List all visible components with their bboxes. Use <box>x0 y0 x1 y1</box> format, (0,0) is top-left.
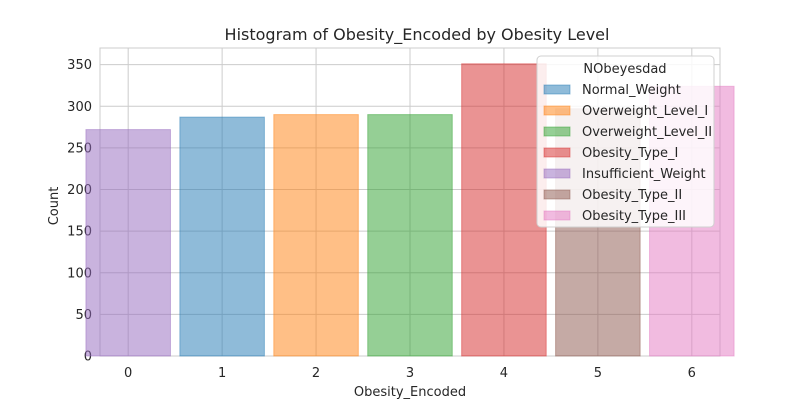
legend-swatch <box>543 84 571 95</box>
histogram-bar <box>179 116 265 357</box>
y-tick-label: 0 <box>84 350 92 365</box>
chart-title: Histogram of Obesity_Encoded by Obesity … <box>225 25 610 45</box>
x-tick-label: 3 <box>406 366 414 381</box>
histogram-bar <box>273 114 359 357</box>
x-tick-label: 4 <box>500 366 508 381</box>
legend-swatch <box>543 210 571 221</box>
legend-label: Obesity_Type_III <box>582 209 686 224</box>
legend-label: Insufficient_Weight <box>582 167 706 182</box>
y-tick-label: 300 <box>67 100 92 115</box>
y-tick-label: 250 <box>67 141 92 156</box>
legend: NObeyesdad Normal_Weight Overweight_Level… <box>536 55 715 228</box>
y-axis-label: Count <box>47 187 62 226</box>
legend-label: Obesity_Type_I <box>582 146 678 161</box>
legend-swatch <box>543 105 571 116</box>
legend-swatch <box>543 147 571 158</box>
legend-box <box>536 55 715 228</box>
x-tick-label: 5 <box>594 366 602 381</box>
legend-label: Overweight_Level_I <box>582 104 708 119</box>
legend-swatch <box>543 189 571 200</box>
y-tick-label: 350 <box>67 58 92 73</box>
legend-swatch <box>543 126 571 137</box>
y-tick-label: 100 <box>67 266 92 281</box>
histogram-bar <box>367 114 453 357</box>
x-tick-label: 0 <box>124 366 132 381</box>
histogram-bar <box>461 63 547 357</box>
x-tick-label: 2 <box>312 366 320 381</box>
legend-label: Normal_Weight <box>582 83 681 98</box>
x-axis-label: Obesity_Encoded <box>354 385 466 400</box>
legend-label: Obesity_Type_II <box>582 188 682 203</box>
legend-swatch <box>543 168 571 179</box>
y-tick-label: 150 <box>67 225 92 240</box>
y-tick-label: 200 <box>67 183 92 198</box>
histogram-bar <box>85 129 171 357</box>
x-tick-label: 6 <box>688 366 696 381</box>
legend-title: NObeyesdad <box>583 62 666 77</box>
legend-label: Overweight_Level_II <box>582 125 712 140</box>
x-tick-label: 1 <box>218 366 226 381</box>
